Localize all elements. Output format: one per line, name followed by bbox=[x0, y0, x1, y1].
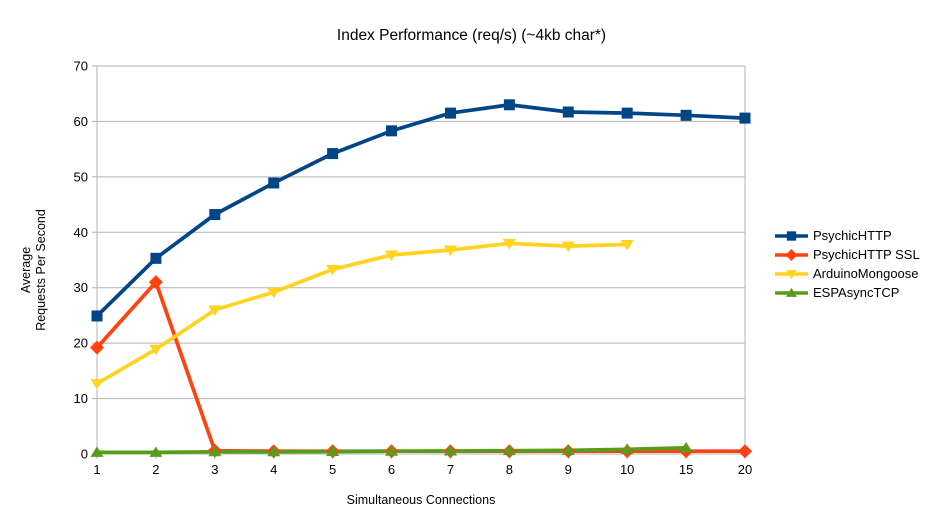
x-tick-label: 6 bbox=[388, 462, 395, 477]
series-line-psychichttp-ssl bbox=[95, 278, 747, 454]
y-axis-title-line2: Requests Per Second bbox=[34, 209, 48, 331]
y-tick-label: 40 bbox=[74, 225, 88, 240]
chart-title: Index Performance (req/s) (~4kb char*) bbox=[336, 27, 607, 44]
x-axis-title: Simultaneous Connections bbox=[346, 493, 496, 507]
x-tick-label: 15 bbox=[679, 462, 693, 477]
series-line-psychichttp bbox=[95, 102, 747, 318]
legend-marker-diamond-icon bbox=[775, 248, 808, 262]
series-lines bbox=[95, 102, 747, 455]
x-tick-label: 2 bbox=[152, 462, 159, 477]
x-tick-label: 5 bbox=[329, 462, 336, 477]
legend-item-psychichttp: PsychicHTTP bbox=[775, 226, 920, 245]
x-tick-label: 10 bbox=[620, 462, 634, 477]
legend-label: ESPAsyncTCP bbox=[813, 285, 900, 300]
series-markers bbox=[90, 99, 752, 459]
y-tick-label: 70 bbox=[74, 59, 88, 74]
legend-marker-triangle-down-icon bbox=[775, 267, 808, 281]
legend-item-arduinomongoose: ArduinoMongoose bbox=[775, 264, 920, 283]
series-markers-arduinomongoose bbox=[90, 238, 634, 390]
x-tick-label: 4 bbox=[270, 462, 277, 477]
legend-item-espasynctcp: ESPAsyncTCP bbox=[775, 283, 920, 302]
y-tick-label: 50 bbox=[74, 169, 88, 184]
x-tick-label: 7 bbox=[447, 462, 454, 477]
y-axis-title: Average Requests Per Second bbox=[19, 209, 49, 331]
legend-item-psychichttp-ssl: PsychicHTTP SSL bbox=[775, 245, 920, 264]
legend-label: ArduinoMongoose bbox=[813, 266, 919, 281]
series-markers-espasynctcp bbox=[90, 441, 693, 457]
axes bbox=[92, 65, 746, 459]
axis-tick-labels: 0 10 20 30 40 50 60 70 1 2 3 4 5 6 7 8 9 10 15 20 bbox=[74, 59, 753, 478]
x-tick-label: 8 bbox=[506, 462, 513, 477]
legend: PsychicHTTP PsychicHTTP SSL ArduinoMongo… bbox=[775, 226, 920, 302]
y-tick-label: 30 bbox=[74, 280, 88, 295]
legend-marker-triangle-up-icon bbox=[775, 286, 808, 300]
y-tick-label: 10 bbox=[74, 391, 88, 406]
x-tick-label: 3 bbox=[211, 462, 218, 477]
y-tick-label: 20 bbox=[74, 336, 88, 351]
series-markers-psychichttp-ssl bbox=[90, 275, 752, 459]
y-tick-label: 0 bbox=[81, 447, 88, 462]
y-axis-title-line1: Average bbox=[19, 246, 33, 294]
x-tick-label: 20 bbox=[738, 462, 752, 477]
series-markers-psychichttp bbox=[91, 99, 751, 322]
x-tick-label: 1 bbox=[93, 462, 100, 477]
series-line-arduinomongoose bbox=[95, 241, 630, 386]
legend-marker-square-icon bbox=[775, 229, 808, 243]
legend-label: PsychicHTTP SSL bbox=[813, 247, 920, 262]
y-tick-label: 60 bbox=[74, 114, 88, 129]
legend-label: PsychicHTTP bbox=[813, 228, 892, 243]
x-tick-label: 9 bbox=[565, 462, 572, 477]
